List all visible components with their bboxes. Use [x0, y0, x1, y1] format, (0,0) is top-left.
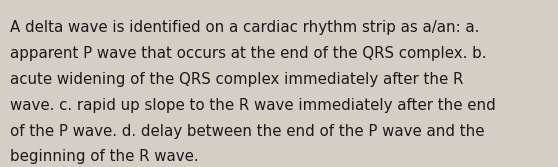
- Text: beginning of the R wave.: beginning of the R wave.: [10, 149, 199, 164]
- Text: wave. c. rapid up slope to the R wave immediately after the end: wave. c. rapid up slope to the R wave im…: [10, 98, 496, 113]
- Text: acute widening of the QRS complex immediately after the R: acute widening of the QRS complex immedi…: [10, 72, 463, 87]
- Text: of the P wave. d. delay between the end of the P wave and the: of the P wave. d. delay between the end …: [10, 124, 484, 139]
- Text: apparent P wave that occurs at the end of the QRS complex. b.: apparent P wave that occurs at the end o…: [10, 46, 487, 61]
- Text: A delta wave is identified on a cardiac rhythm strip as a/an: a.: A delta wave is identified on a cardiac …: [10, 20, 479, 35]
